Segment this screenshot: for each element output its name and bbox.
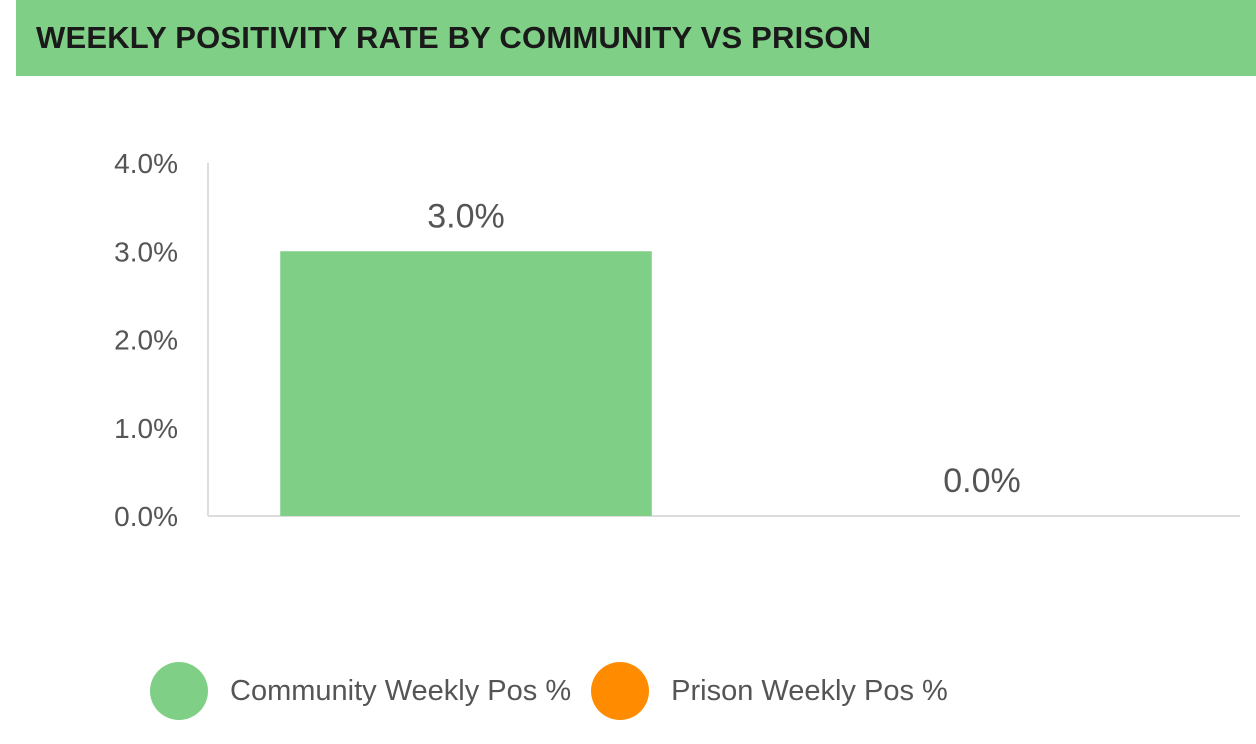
y-tick-label: 1.0% [114,413,178,444]
y-tick-label: 3.0% [114,236,178,267]
legend-swatch [591,662,650,720]
legend-label: Prison Weekly Pos % [671,674,948,707]
y-tick-label: 0.0% [114,501,178,532]
legend-swatch [150,662,208,720]
legend-label: Community Weekly Pos % [230,674,572,707]
data-label: 0.0% [943,462,1021,500]
chart-legend: Community Weekly Pos % Prison Weekly Pos … [150,662,968,720]
bar-community [280,251,652,516]
legend-item: Prison Weekly Pos % [591,662,948,720]
data-label: 3.0% [427,197,505,235]
y-tick-label: 2.0% [114,325,178,356]
chart-title: WEEKLY POSITIVITY RATE BY COMMUNITY VS P… [16,0,1256,76]
y-tick-label: 4.0% [114,148,178,179]
legend-item: Community Weekly Pos % [150,662,571,720]
